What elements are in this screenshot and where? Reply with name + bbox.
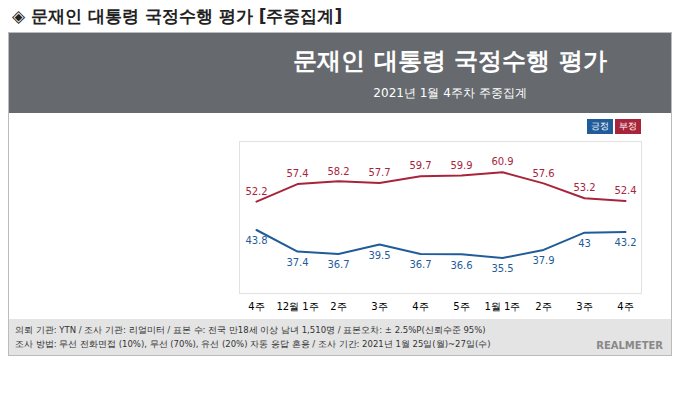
html-text:의뢰 기관: YTN / 조사 기관: 리얼미터 / 표본: 의뢰 기관: YTN / 조사 기관: 리얼미터 / 표본 수: 전국 만18세…	[15, 325, 486, 335]
html-text:문재인 대통령 국정수행 평가: 문재인 대통령 국정수행 평가	[293, 47, 607, 75]
svg-text:59.7: 59.7	[409, 160, 431, 171]
svg-text:4주: 4주	[412, 301, 428, 312]
html-text:◈ 문재인 대통령 국정수행 평가 [주중집계]: ◈ 문재인 대통령 국정수행 평가 [주중집계]	[12, 6, 343, 26]
svg-text:36.7: 36.7	[409, 259, 431, 270]
svg-text:57.4: 57.4	[286, 168, 308, 179]
svg-text:43.8: 43.8	[245, 235, 267, 246]
svg-text:3주: 3주	[371, 301, 387, 312]
svg-text:3주: 3주	[576, 301, 592, 312]
html-text:조사 방법: 무선 전화면접 (10%), 무선 (70%): 조사 방법: 무선 전화면접 (10%), 무선 (70%), 유선 (20%)…	[15, 339, 491, 349]
svg-text:1월 1주: 1월 1주	[485, 301, 521, 312]
svg-text:43: 43	[578, 238, 591, 249]
svg-text:53.2: 53.2	[573, 182, 595, 193]
svg-text:58.2: 58.2	[327, 166, 349, 177]
svg-text:52.2: 52.2	[245, 186, 267, 197]
svg-text:39.5: 39.5	[368, 250, 390, 261]
svg-text:37.4: 37.4	[286, 257, 308, 268]
svg-text:4주: 4주	[617, 301, 633, 312]
svg-text:35.5: 35.5	[491, 263, 513, 274]
svg-text:2주: 2주	[330, 301, 346, 312]
html-text:긍정: 긍정	[591, 121, 609, 131]
svg-text:4주: 4주	[248, 301, 264, 312]
svg-text:60.9: 60.9	[491, 156, 513, 167]
svg-text:57.7: 57.7	[368, 167, 390, 178]
html-text:부정: 부정	[619, 121, 637, 131]
svg-text:12월 1주: 12월 1주	[276, 301, 318, 312]
svg-text:57.6: 57.6	[532, 168, 554, 179]
svg-text:43.2: 43.2	[614, 237, 636, 248]
svg-text:37.9: 37.9	[532, 255, 554, 266]
svg-text:52.4: 52.4	[614, 185, 636, 196]
svg-text:36.7: 36.7	[327, 259, 349, 270]
svg-text:5주: 5주	[453, 301, 469, 312]
html-text:REALMETER: REALMETER	[596, 340, 663, 351]
svg-text:2주: 2주	[535, 301, 551, 312]
svg-text:59.9: 59.9	[450, 160, 472, 171]
html-text:2021년 1월 4주차 주중집계: 2021년 1월 4주차 주중집계	[373, 86, 527, 100]
svg-text:36.6: 36.6	[450, 260, 472, 271]
